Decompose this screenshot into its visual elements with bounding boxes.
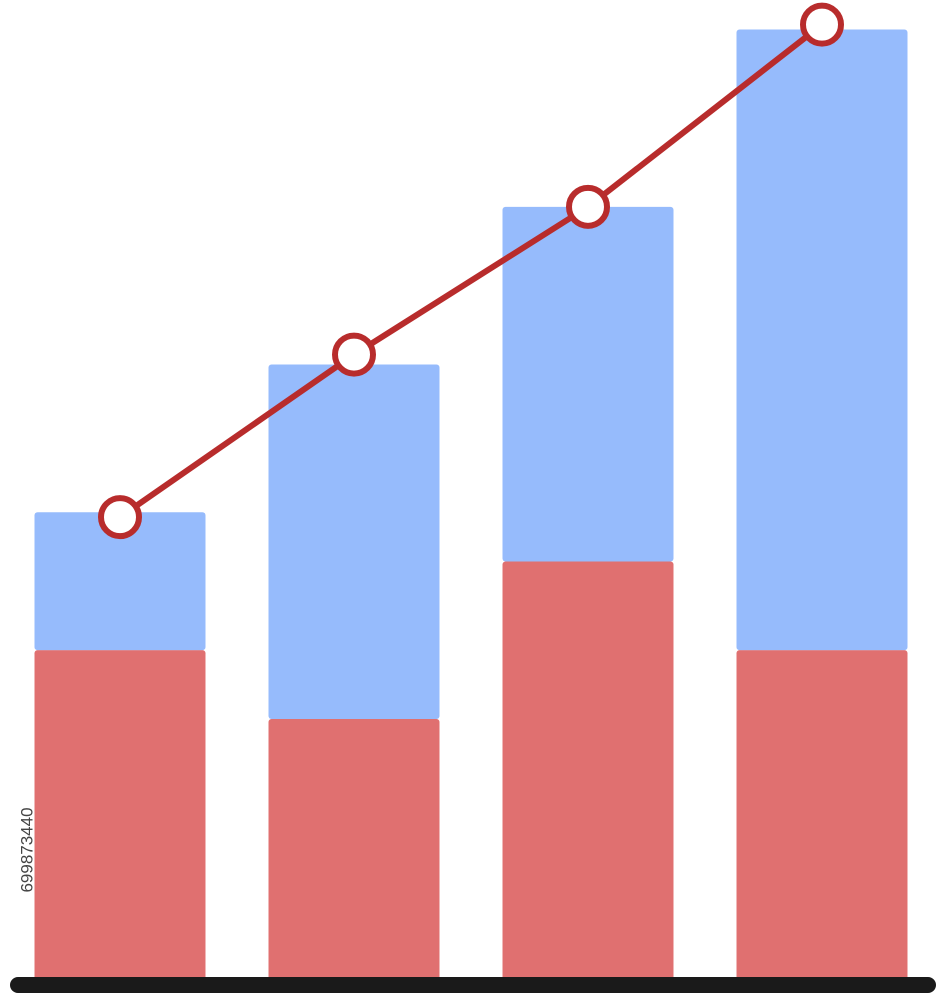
watermark-id: 699873440 [17, 807, 36, 892]
trend-point [566, 184, 610, 229]
bar-segment [502, 206, 674, 562]
bar-segment [736, 29, 908, 651]
baseline [10, 977, 936, 993]
trend-point [98, 495, 142, 540]
bar-segment [502, 561, 674, 985]
bar-segment [736, 650, 908, 985]
bar-segment [34, 650, 206, 985]
trend-point [800, 2, 844, 47]
bar-segment [268, 719, 440, 985]
trend-point [332, 332, 376, 377]
bar-segment [34, 512, 206, 651]
bar-segment [268, 364, 440, 720]
trend-line [118, 22, 824, 520]
